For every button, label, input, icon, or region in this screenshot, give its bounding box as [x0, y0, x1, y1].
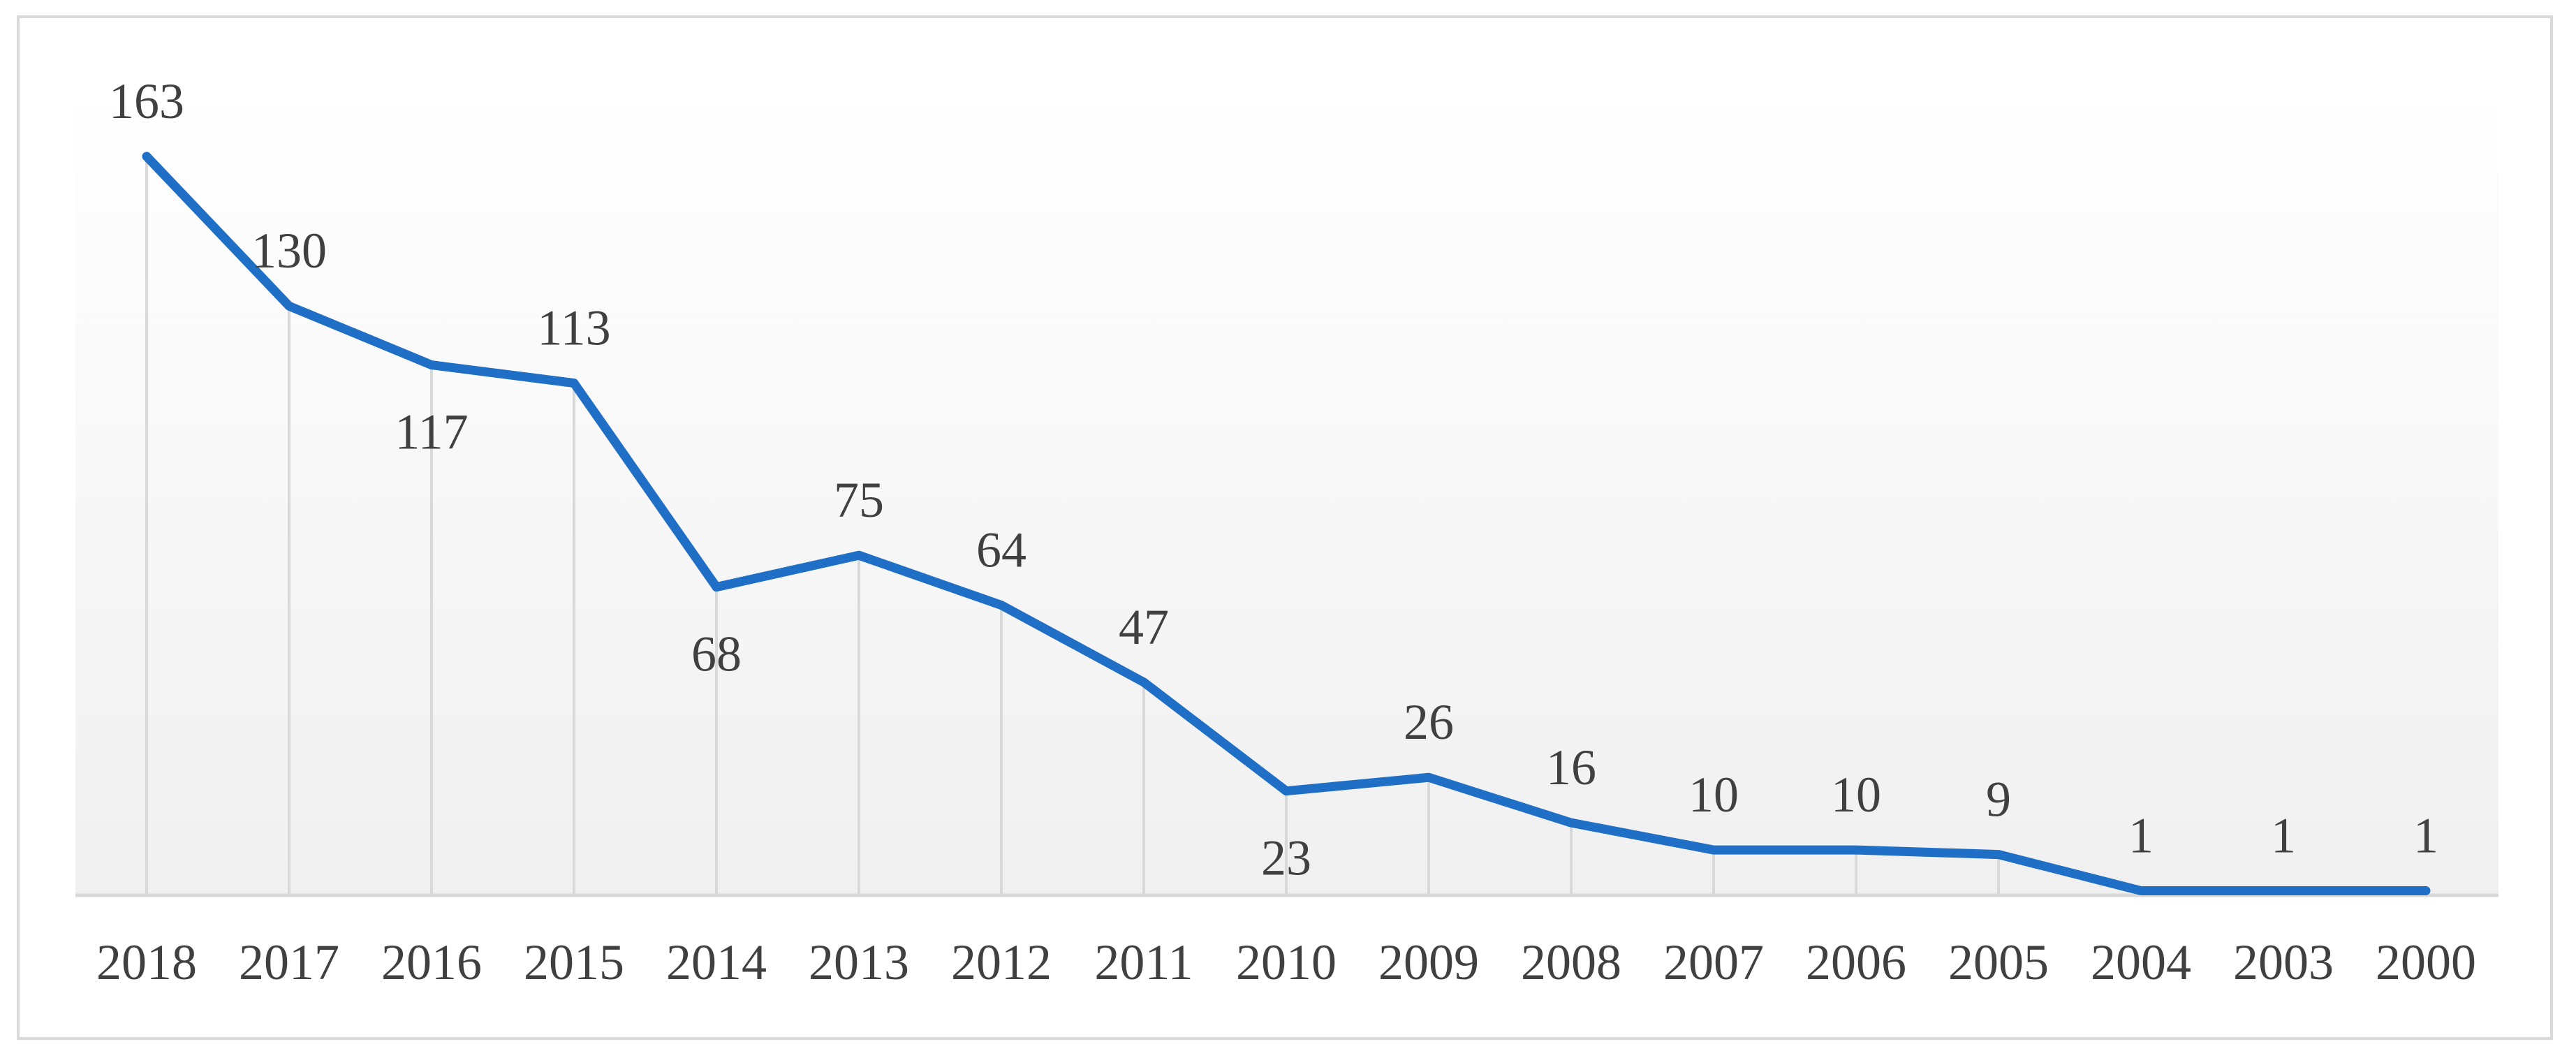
- x-tick-labels: 2018 2017 2016 2015 2014 2013 2012 2011 2010 2009…: [96, 934, 2476, 990]
- data-label: 10: [1831, 767, 1881, 823]
- plot-area: [75, 84, 2498, 895]
- data-label: 47: [1119, 599, 1169, 655]
- x-tick-label: 2012: [951, 934, 1052, 990]
- data-label: 75: [834, 472, 884, 528]
- data-label: 1: [2413, 808, 2438, 864]
- x-tick-label: 2005: [1948, 934, 2049, 990]
- data-label: 9: [1986, 772, 2011, 828]
- x-tick-label: 2018: [96, 934, 197, 990]
- x-tick-label: 2009: [1378, 934, 1479, 990]
- x-tick-label: 2013: [809, 934, 909, 990]
- x-tick-label: 2006: [1806, 934, 1906, 990]
- data-label: 1: [2128, 808, 2154, 864]
- data-labels: 163 130 117 113 68 75 64 47 23 26 16 10 10 9 1 1 1: [109, 73, 2438, 886]
- x-tick-label: 2016: [381, 934, 482, 990]
- drop-lines: [145, 156, 2427, 895]
- x-tick-label: 2007: [1663, 934, 1764, 990]
- x-tick-label: 2004: [2091, 934, 2191, 990]
- x-tick-label: 2015: [524, 934, 624, 990]
- x-tick-label: 2010: [1236, 934, 1337, 990]
- data-label: 68: [691, 626, 742, 682]
- data-label: 130: [251, 223, 327, 279]
- data-label: 163: [109, 73, 184, 129]
- data-label: 26: [1404, 694, 1454, 750]
- data-label: 117: [395, 404, 468, 460]
- data-label: 16: [1546, 740, 1596, 795]
- x-tick-label: 2000: [2376, 934, 2476, 990]
- x-tick-label: 2014: [666, 934, 767, 990]
- series-line: [142, 152, 2431, 896]
- x-tick-label: 2017: [239, 934, 339, 990]
- data-label: 23: [1261, 830, 1311, 886]
- x-tick-label: 2008: [1521, 934, 1621, 990]
- data-label: 113: [537, 300, 610, 356]
- data-label: 64: [976, 522, 1026, 578]
- x-tick-label: 2003: [2233, 934, 2334, 990]
- data-label: 10: [1688, 767, 1739, 823]
- x-tick-label: 2011: [1094, 934, 1193, 990]
- data-label: 1: [2271, 808, 2296, 864]
